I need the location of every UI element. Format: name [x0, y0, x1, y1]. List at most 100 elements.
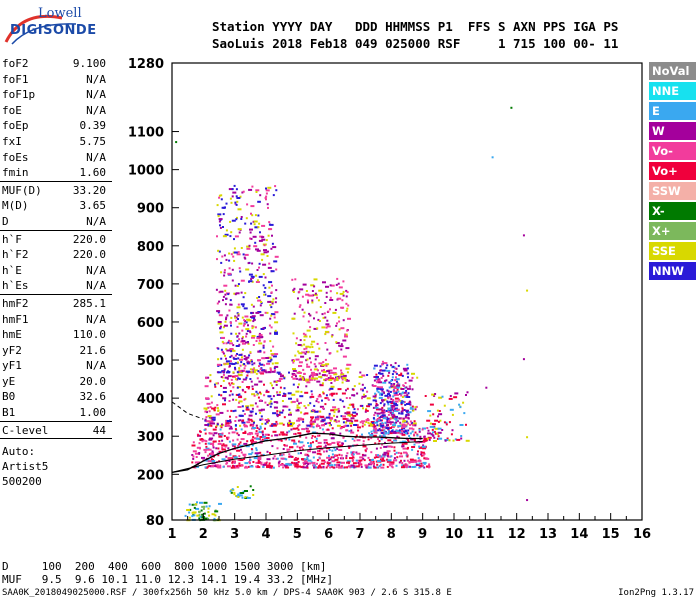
echo-point [316, 459, 319, 462]
echo-point [393, 406, 395, 409]
echo-point [243, 442, 248, 445]
echo-point [348, 397, 351, 400]
echo-point [258, 362, 261, 365]
echo-point [269, 369, 272, 372]
param-value: 285.1 [72, 296, 106, 310]
echo-point [330, 392, 335, 395]
echo-point [211, 454, 216, 457]
echo-point [286, 405, 289, 408]
echo-point [407, 412, 410, 415]
echo-point [239, 448, 242, 451]
legend-item: W [649, 122, 696, 140]
param-name: foEp [2, 119, 29, 133]
echo-point [276, 447, 279, 450]
echo-point [329, 464, 334, 467]
echo-point [429, 414, 432, 417]
echo-point [389, 394, 391, 397]
echo-point [242, 409, 245, 412]
echo-point [378, 408, 383, 411]
echo-point [406, 363, 409, 366]
echo-point [406, 410, 409, 413]
legend-item: SSW [649, 182, 696, 200]
echo-point [361, 422, 364, 425]
echo-point [299, 435, 302, 438]
echo-point [302, 461, 305, 464]
echo-point [268, 462, 271, 465]
echo-point [365, 447, 368, 450]
echo-point [423, 457, 426, 460]
echo-point [365, 419, 370, 422]
echo-point [231, 461, 234, 464]
true-height-profile [171, 441, 423, 473]
echo-point [390, 445, 393, 448]
echo-point [393, 390, 395, 393]
echo-point [423, 439, 428, 442]
echo-point [263, 383, 265, 386]
echo-point [361, 404, 364, 407]
echo-point [228, 460, 231, 462]
echo-point [297, 386, 299, 389]
echo-point [270, 349, 272, 352]
echo-point [329, 352, 332, 355]
echo-point [281, 433, 286, 436]
echo-point [367, 421, 370, 424]
echo-point [296, 406, 301, 409]
echo-point [301, 351, 306, 354]
echo-point [364, 449, 367, 452]
echo-point [311, 417, 314, 420]
echo-point [391, 373, 394, 376]
echo-point [379, 458, 382, 461]
echo-point [330, 335, 333, 338]
echo-point [325, 416, 330, 419]
echo-point [259, 419, 262, 421]
echo-point [389, 464, 392, 467]
echo-point [373, 364, 378, 367]
echo-point [278, 410, 281, 413]
echo-point [229, 342, 233, 345]
echo-point [418, 462, 421, 465]
param-name: foF1p [2, 88, 36, 102]
echo-point [390, 385, 393, 388]
echo-point [361, 383, 364, 386]
echo-point [232, 466, 237, 469]
echo-point [404, 395, 407, 398]
echo-point [251, 393, 256, 396]
echo-point [350, 464, 355, 467]
echo-point [303, 462, 308, 465]
echo-point [331, 460, 336, 463]
echo-point [240, 464, 243, 467]
echo-point [221, 458, 226, 461]
echo-point [343, 405, 346, 408]
echo-point [274, 301, 277, 304]
echo-point [345, 457, 348, 460]
echo-point [404, 465, 409, 468]
echo-point [248, 330, 251, 333]
echo-point [353, 466, 356, 469]
echo-point [309, 425, 314, 428]
param-row: yF2 21.6 [0, 343, 112, 359]
echo-point [238, 343, 241, 346]
echo-point [248, 414, 253, 417]
param-row: foE N/A [0, 103, 112, 119]
echo-point [439, 419, 442, 422]
echo-point [401, 432, 404, 435]
echo-point [232, 382, 235, 385]
echo-point [235, 429, 238, 432]
echo-point [229, 384, 232, 387]
echo-point [522, 358, 525, 361]
echo-point [343, 425, 346, 428]
echo-point [281, 400, 284, 402]
echo-point [313, 404, 316, 407]
echo-point [275, 420, 278, 423]
echo-point [351, 394, 356, 397]
echo-point [241, 337, 244, 340]
echo-point [275, 457, 278, 460]
echo-point [261, 357, 266, 360]
echo-point [253, 318, 256, 321]
echo-point [296, 399, 299, 402]
echo-point [203, 448, 208, 451]
echo-point [342, 339, 347, 342]
echo-point [336, 379, 339, 381]
echo-point [369, 434, 374, 437]
echo-point [223, 271, 226, 274]
